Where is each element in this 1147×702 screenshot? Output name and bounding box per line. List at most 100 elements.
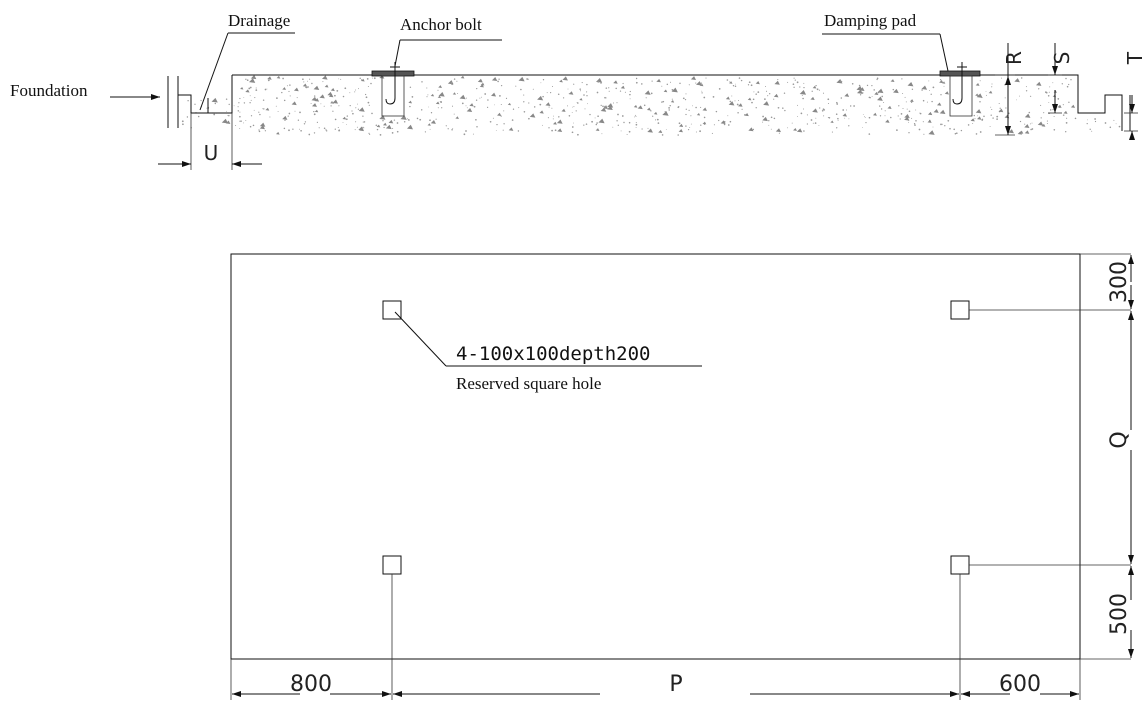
- sand-speck: [576, 102, 579, 104]
- aggregate-speck: [725, 96, 730, 100]
- sand-speck: [238, 102, 240, 104]
- sand-speck: [359, 77, 361, 80]
- sand-speck: [687, 128, 690, 131]
- sand-speck: [426, 87, 428, 89]
- sand-speck: [503, 110, 505, 112]
- sand-speck: [245, 120, 247, 122]
- sand-speck: [1001, 77, 1003, 79]
- sand-speck: [586, 83, 588, 86]
- sand-speck: [255, 89, 258, 91]
- aggregate-speck: [282, 115, 288, 120]
- aggregate-speck: [748, 127, 754, 132]
- sand-speck: [650, 92, 653, 95]
- sand-speck: [617, 113, 619, 116]
- aggregate-speck: [361, 78, 365, 82]
- sand-speck: [262, 99, 265, 101]
- aggregate-speck: [904, 116, 910, 121]
- sand-speck: [777, 79, 779, 81]
- sand-speck: [991, 83, 993, 85]
- aggregate-speck: [737, 103, 743, 107]
- aggregate-speck: [282, 87, 287, 90]
- sand-speck: [600, 82, 602, 84]
- aggregate-speck: [907, 81, 914, 87]
- aggregate-speck: [497, 112, 502, 117]
- aggregate-speck: [598, 118, 605, 124]
- sand-speck: [797, 104, 798, 106]
- aggregate-speck: [459, 94, 466, 100]
- sand-speck: [461, 102, 464, 105]
- sand-speck: [718, 119, 720, 122]
- sand-speck: [583, 124, 585, 126]
- aggregate-speck: [221, 118, 229, 124]
- sand-speck: [498, 78, 500, 80]
- sand-speck: [890, 116, 892, 119]
- sand-speck: [1068, 101, 1070, 103]
- sand-speck: [239, 120, 241, 122]
- sand-speck: [837, 119, 839, 121]
- sand-speck: [249, 95, 251, 97]
- sand-speck: [979, 100, 981, 103]
- sand-speck: [868, 116, 871, 119]
- sand-speck: [255, 87, 257, 89]
- sand-speck: [770, 128, 772, 130]
- sand-speck: [712, 96, 715, 98]
- sand-speck: [835, 113, 838, 115]
- sand-speck: [334, 118, 337, 121]
- sand-speck: [905, 101, 907, 103]
- aggregate-speck: [438, 85, 442, 88]
- sand-speck: [922, 99, 925, 102]
- sand-speck: [836, 127, 838, 129]
- sand-speck: [821, 109, 824, 112]
- sand-speck: [1031, 128, 1034, 130]
- sand-speck: [600, 104, 602, 107]
- sand-speck: [868, 96, 871, 99]
- sand-speck: [862, 127, 863, 128]
- aggregate-speck: [662, 111, 669, 116]
- sand-speck: [729, 100, 732, 103]
- sand-speck: [1065, 77, 1067, 80]
- sand-speck: [240, 120, 242, 122]
- sand-speck: [796, 81, 799, 84]
- aggregate-speck: [557, 128, 563, 133]
- sand-speck: [289, 95, 291, 97]
- sand-speck: [379, 134, 382, 136]
- sand-speck: [690, 115, 692, 117]
- aggregate-speck: [479, 84, 484, 88]
- sand-speck: [237, 106, 239, 108]
- sand-speck: [792, 83, 795, 86]
- sand-speck: [571, 126, 574, 128]
- aggregate-speck: [877, 88, 884, 94]
- sand-speck: [393, 119, 396, 121]
- sand-speck: [635, 122, 637, 124]
- sand-speck: [656, 118, 659, 121]
- sand-speck: [974, 118, 976, 120]
- sand-speck: [484, 93, 487, 95]
- sand-speck: [1008, 112, 1010, 115]
- aggregate-speck: [529, 113, 536, 118]
- sand-speck: [391, 132, 394, 134]
- sand-speck: [931, 100, 933, 103]
- sand-speck: [967, 124, 970, 126]
- sand-speck: [1066, 117, 1068, 119]
- reserved-hole-bottom-right: [950, 555, 970, 575]
- sand-speck: [738, 77, 741, 79]
- sand-speck: [239, 128, 241, 130]
- sand-speck: [654, 119, 657, 121]
- sand-speck: [921, 89, 923, 91]
- aggregate-speck: [466, 107, 473, 113]
- sand-speck: [955, 132, 958, 135]
- sand-speck: [1047, 95, 1050, 97]
- aggregate-speck: [1037, 121, 1044, 126]
- sand-speck: [831, 131, 833, 133]
- sand-speck: [283, 99, 286, 102]
- sand-speck: [996, 118, 998, 120]
- aggregate-speck: [596, 77, 603, 83]
- sand-speck: [357, 103, 359, 105]
- sand-speck: [787, 127, 789, 129]
- sand-speck: [908, 121, 910, 123]
- sand-speck: [354, 91, 356, 93]
- aggregate-speck: [812, 85, 817, 89]
- sand-speck: [671, 98, 673, 100]
- aggregate-speck: [856, 85, 863, 91]
- sand-speck: [989, 126, 991, 127]
